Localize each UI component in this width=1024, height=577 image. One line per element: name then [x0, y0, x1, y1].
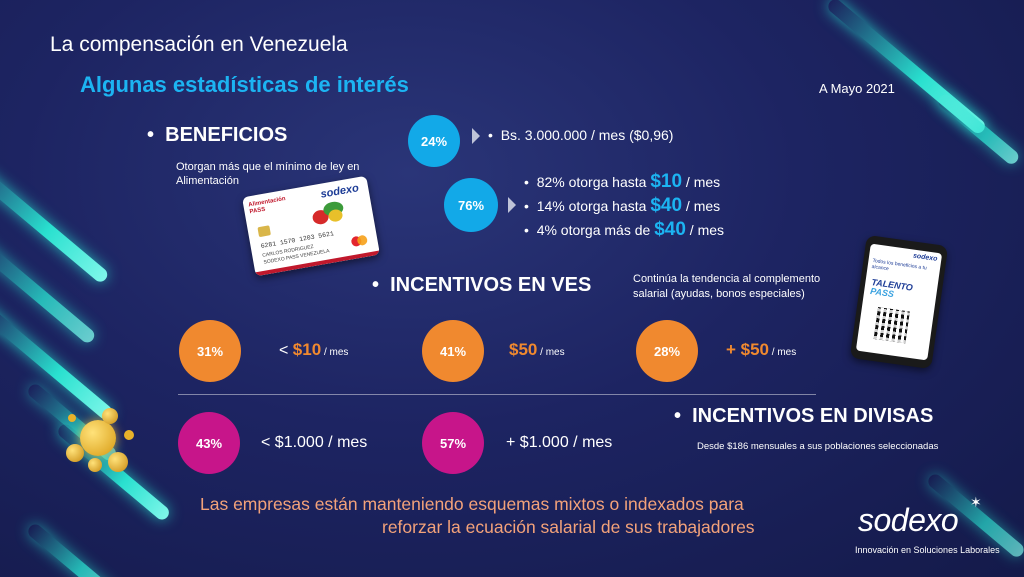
section-divider [178, 394, 816, 395]
conclusion-line-2: reforzar la ecuación salarial de sus tra… [382, 517, 755, 537]
divisas-note: Desde $186 mensuales a sus poblaciones s… [697, 441, 939, 452]
page-title: La compensación en Venezuela [50, 33, 348, 56]
arrow-icon [472, 128, 480, 144]
beneficios-note: Otorgan más que el mínimo de ley en Alim… [176, 161, 360, 187]
card-brand: sodexo [319, 182, 360, 201]
arrow-icon [508, 197, 516, 213]
sodexo-logo: ✶ sodexo Innovación en Soluciones Labora… [852, 494, 1002, 560]
date-label: A Mayo 2021 [819, 81, 895, 96]
light-streak [25, 521, 119, 577]
beneficios-bullet-2: • 14% otorga hasta $40 / mes [524, 195, 721, 216]
stat-circle-41: 41% [422, 320, 484, 382]
vegetables-image [310, 200, 347, 228]
stat-circle-24: 24% [408, 115, 460, 167]
logo-tagline: Innovación en Soluciones Laborales [855, 545, 1000, 555]
chip-icon [257, 225, 271, 238]
qr-code-icon [873, 307, 910, 344]
light-streak [0, 151, 111, 285]
ves-item-3: + $50 / mes [726, 340, 797, 359]
ves-item-1: < $10 / mes [279, 340, 349, 359]
stat-circle-31: 31% [179, 320, 241, 382]
ves-heading: • INCENTIVOS EN VES [372, 274, 592, 296]
stat-circle-76: 76% [444, 178, 498, 232]
logo-star-icon: ✶ [970, 494, 982, 510]
phone-product: TALENTO PASS [869, 277, 914, 300]
beneficios-bullet-1: • 82% otorga hasta $10 / mes [524, 171, 721, 192]
page-subtitle: Algunas estadísticas de interés [80, 72, 409, 97]
stat-circle-43: 43% [178, 412, 240, 474]
bullet-dot: • [147, 124, 166, 146]
divisas-item-2: + $1.000 / mes [506, 434, 613, 451]
ves-item-2: $50 / mes [509, 340, 565, 359]
phone-image: sodexo Todos los beneficios a tu alcance… [849, 234, 949, 370]
gold-coins-image [62, 400, 142, 480]
divisas-item-1: < $1.000 / mes [261, 434, 368, 451]
stat-circle-28: 28% [636, 320, 698, 382]
divisas-heading: • INCENTIVOS EN DIVISAS [674, 405, 934, 427]
light-streak [935, 91, 1022, 167]
beneficios-line1: • Bs. 3.000.000 / mes ($0,96) [488, 127, 674, 143]
logo-text: sodexo [858, 502, 959, 538]
conclusion-line-1: Las empresas están manteniendo esquemas … [200, 494, 744, 514]
sodexo-card-image: Alimentación PASS sodexo 6281 1570 1203 … [242, 175, 380, 277]
card-pass-label: Alimentación PASS [247, 196, 287, 216]
ves-note: Continúa la tendencia al complemento sal… [633, 273, 821, 300]
phone-brand: sodexo [912, 252, 938, 263]
mastercard-icon [350, 234, 369, 248]
beneficios-bullet-3: • 4% otorga más de $40 / mes [524, 219, 725, 240]
beneficios-heading: • BENEFICIOS [147, 124, 288, 146]
stat-circle-57: 57% [422, 412, 484, 474]
